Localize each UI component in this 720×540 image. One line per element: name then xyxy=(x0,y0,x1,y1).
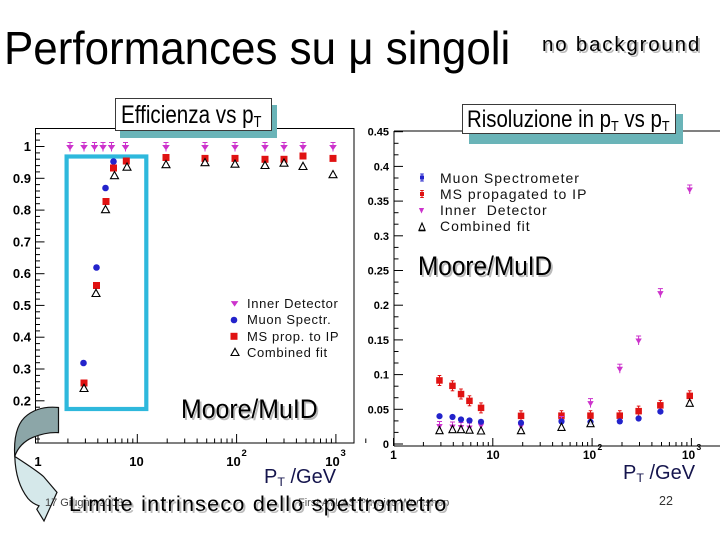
svg-text:10: 10 xyxy=(583,448,597,462)
svg-text:0.4: 0.4 xyxy=(13,330,32,345)
svg-text:0.7: 0.7 xyxy=(13,234,31,249)
svg-text:1: 1 xyxy=(34,454,41,469)
svg-text:0.05: 0.05 xyxy=(368,404,389,416)
svg-text:0.9: 0.9 xyxy=(13,171,31,186)
svg-text:0.35: 0.35 xyxy=(368,196,389,208)
svg-text:0.4: 0.4 xyxy=(374,161,390,173)
svg-text:3: 3 xyxy=(341,448,346,459)
svg-text:10: 10 xyxy=(226,454,240,469)
svg-text:1: 1 xyxy=(24,139,31,154)
svg-text:1: 1 xyxy=(390,448,397,462)
svg-text:0.1: 0.1 xyxy=(374,370,389,382)
svg-text:0.45: 0.45 xyxy=(368,127,389,139)
svg-text:0.8: 0.8 xyxy=(13,203,31,218)
svg-text:10: 10 xyxy=(486,448,500,462)
svg-text:0.5: 0.5 xyxy=(13,298,31,313)
svg-text:10: 10 xyxy=(129,454,143,469)
svg-text:0.6: 0.6 xyxy=(13,266,31,281)
svg-text:0.2: 0.2 xyxy=(13,393,31,408)
svg-text:10: 10 xyxy=(682,448,696,462)
svg-text:0: 0 xyxy=(383,439,389,451)
svg-text:0.25: 0.25 xyxy=(368,266,389,278)
svg-text:0.3: 0.3 xyxy=(13,362,31,377)
svg-text:2: 2 xyxy=(598,442,603,452)
svg-text:3: 3 xyxy=(697,442,702,452)
svg-text:0.3: 0.3 xyxy=(374,231,389,243)
svg-text:0.2: 0.2 xyxy=(374,300,389,312)
svg-text:10: 10 xyxy=(325,454,339,469)
svg-text:0.15: 0.15 xyxy=(368,335,389,347)
svg-text:2: 2 xyxy=(242,448,247,459)
